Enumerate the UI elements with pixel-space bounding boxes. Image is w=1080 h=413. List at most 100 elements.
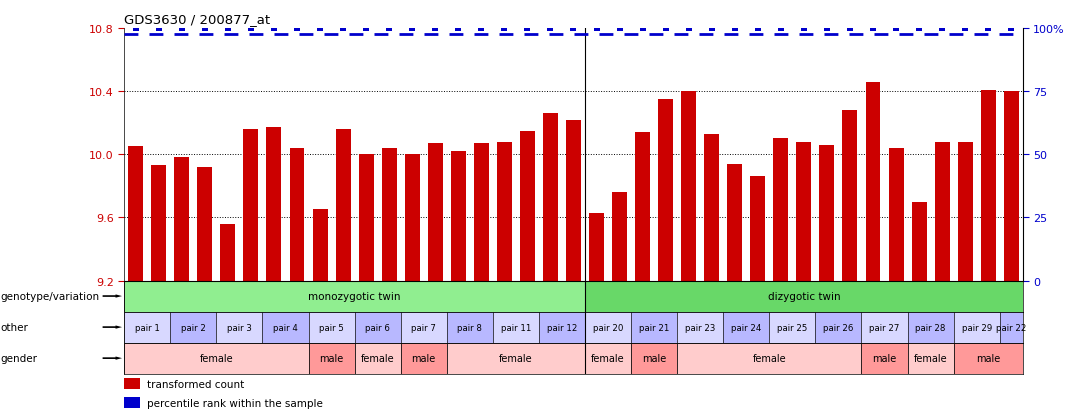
Bar (631, 312, 677, 343)
Text: female: female (499, 353, 532, 363)
Bar (681, 92, 697, 281)
Text: pair 27: pair 27 (869, 323, 900, 332)
Text: male: male (411, 353, 436, 363)
Point (772, 26, 789, 32)
Bar (907, 343, 954, 374)
Bar (727, 164, 742, 281)
Text: dizygotic twin: dizygotic twin (768, 291, 840, 301)
Point (726, 26, 743, 32)
Point (127, 26, 145, 32)
Point (957, 26, 974, 32)
Text: percentile rank within the sample: percentile rank within the sample (147, 398, 323, 408)
Point (542, 26, 559, 32)
Point (795, 26, 812, 32)
Bar (934, 142, 949, 281)
Text: gender: gender (0, 353, 37, 363)
Bar (198, 168, 213, 281)
Bar (450, 152, 465, 281)
Bar (216, 312, 262, 343)
Bar (243, 130, 258, 281)
Text: female: female (361, 353, 394, 363)
Bar (889, 149, 904, 281)
Bar (124, 343, 309, 374)
Text: other: other (0, 322, 28, 332)
Point (888, 26, 905, 32)
Bar (842, 111, 858, 281)
Bar (820, 145, 835, 281)
Point (980, 26, 997, 32)
Point (680, 26, 698, 32)
Bar (585, 343, 631, 374)
Bar (267, 128, 282, 281)
Bar (954, 312, 1000, 343)
Text: pair 11: pair 11 (501, 323, 531, 332)
Bar (954, 343, 1023, 374)
Text: pair 12: pair 12 (546, 323, 577, 332)
Point (933, 26, 950, 32)
Bar (589, 213, 604, 281)
Text: pair 22: pair 22 (996, 323, 1026, 332)
Text: male: male (873, 353, 896, 363)
Text: pair 2: pair 2 (180, 323, 206, 332)
Text: male: male (976, 353, 1000, 363)
Text: pair 26: pair 26 (823, 323, 853, 332)
Bar (539, 312, 585, 343)
Text: pair 25: pair 25 (778, 323, 808, 332)
Bar (751, 177, 766, 281)
Text: pair 20: pair 20 (593, 323, 623, 332)
Text: female: female (753, 353, 786, 363)
Bar (124, 281, 585, 312)
Bar (428, 144, 443, 281)
Bar (769, 312, 815, 343)
Bar (1003, 92, 1018, 281)
Point (703, 26, 720, 32)
Bar (174, 158, 189, 281)
Bar (1000, 312, 1023, 343)
Text: pair 6: pair 6 (365, 323, 390, 332)
Bar (171, 312, 216, 343)
Text: pair 4: pair 4 (273, 323, 298, 332)
Text: pair 1: pair 1 (135, 323, 160, 332)
Bar (401, 343, 447, 374)
Point (380, 26, 397, 32)
Point (219, 26, 237, 32)
Text: male: male (320, 353, 343, 363)
Bar (289, 149, 305, 281)
Bar (612, 192, 627, 281)
Bar (220, 224, 235, 281)
Bar (151, 166, 166, 281)
Text: female: female (914, 353, 947, 363)
Point (657, 26, 674, 32)
Point (864, 26, 881, 32)
Bar (447, 343, 585, 374)
Bar (958, 142, 973, 281)
Text: monozygotic twin: monozygotic twin (309, 291, 401, 301)
Bar (585, 281, 1023, 312)
Bar (585, 312, 631, 343)
Text: pair 7: pair 7 (411, 323, 436, 332)
Bar (907, 312, 954, 343)
Bar (492, 312, 539, 343)
Point (404, 26, 421, 32)
Bar (543, 114, 558, 281)
Point (841, 26, 859, 32)
Bar (124, 396, 140, 408)
Text: pair 24: pair 24 (731, 323, 761, 332)
Point (288, 26, 306, 32)
Point (197, 26, 214, 32)
Point (335, 26, 352, 32)
Text: male: male (642, 353, 666, 363)
Bar (312, 210, 327, 281)
Bar (405, 155, 420, 281)
Text: pair 3: pair 3 (227, 323, 252, 332)
Bar (124, 377, 140, 389)
Point (634, 26, 651, 32)
Point (150, 26, 167, 32)
Bar (796, 142, 811, 281)
Point (611, 26, 629, 32)
Bar (381, 149, 396, 281)
Bar (124, 312, 171, 343)
Point (427, 26, 444, 32)
Bar (704, 134, 719, 281)
Bar (336, 130, 351, 281)
